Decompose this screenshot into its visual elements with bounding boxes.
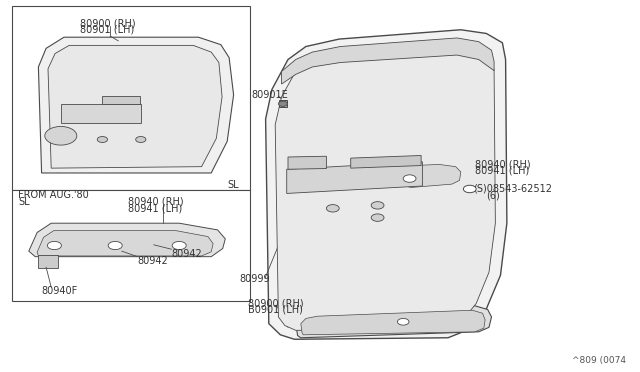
Circle shape [397, 318, 409, 325]
Text: 80940 (RH): 80940 (RH) [128, 197, 184, 206]
Text: SL: SL [227, 180, 239, 190]
Polygon shape [29, 223, 225, 257]
Text: 80940F: 80940F [42, 286, 78, 296]
Polygon shape [37, 231, 213, 256]
Circle shape [403, 175, 416, 182]
Text: (S)08543-62512: (S)08543-62512 [474, 184, 552, 194]
Text: 80942: 80942 [172, 249, 202, 259]
Polygon shape [407, 164, 461, 187]
Polygon shape [279, 100, 287, 107]
Polygon shape [301, 310, 485, 335]
Text: 80941 (LH): 80941 (LH) [128, 203, 182, 213]
Polygon shape [38, 255, 58, 268]
Polygon shape [102, 96, 140, 104]
Text: 80999: 80999 [239, 274, 270, 284]
Text: FROM AUG.'80: FROM AUG.'80 [18, 190, 89, 200]
Circle shape [97, 137, 108, 142]
Circle shape [278, 101, 287, 106]
Polygon shape [38, 37, 234, 173]
Circle shape [371, 202, 384, 209]
Bar [12, 190, 250, 301]
Text: 80940 (RH): 80940 (RH) [475, 160, 531, 169]
Circle shape [371, 214, 384, 221]
Text: ^809 (0074: ^809 (0074 [572, 356, 626, 365]
Circle shape [326, 205, 339, 212]
Text: 80941 (LH): 80941 (LH) [475, 166, 529, 176]
Polygon shape [282, 38, 494, 84]
Circle shape [45, 126, 77, 145]
Circle shape [463, 185, 476, 193]
Bar [12, 6, 250, 190]
Polygon shape [351, 155, 421, 168]
Text: 80901 (LH): 80901 (LH) [80, 25, 134, 35]
Text: (6): (6) [486, 191, 500, 201]
Polygon shape [266, 30, 507, 339]
Circle shape [108, 241, 122, 250]
Polygon shape [61, 104, 141, 123]
Text: 80900 (RH): 80900 (RH) [80, 18, 136, 28]
Polygon shape [402, 159, 467, 190]
Polygon shape [288, 156, 326, 169]
Text: 80901E: 80901E [252, 90, 288, 100]
Text: B0901 (LH): B0901 (LH) [248, 305, 303, 314]
Text: SL: SL [18, 197, 29, 206]
Polygon shape [287, 162, 422, 193]
Circle shape [136, 137, 146, 142]
Text: 80900 (RH): 80900 (RH) [248, 298, 304, 308]
Polygon shape [296, 306, 492, 338]
Polygon shape [275, 45, 495, 330]
Text: 80942: 80942 [138, 256, 168, 266]
Circle shape [47, 241, 61, 250]
Polygon shape [48, 45, 222, 168]
Circle shape [172, 241, 186, 250]
